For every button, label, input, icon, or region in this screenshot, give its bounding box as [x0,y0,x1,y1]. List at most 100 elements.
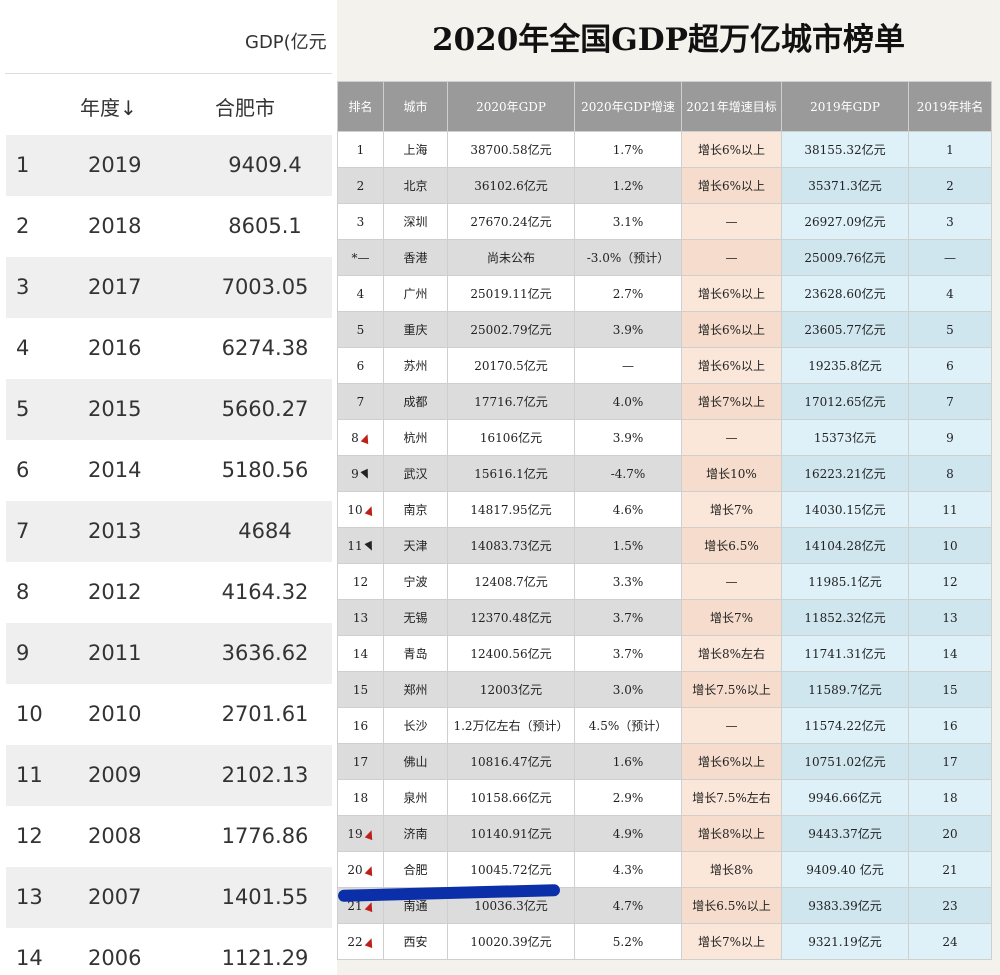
gdp2020-cell: 10158.66亿元 [447,779,575,816]
rank-cell: 11 [337,527,384,564]
growth2020-cell: 4.9% [574,815,682,852]
rank-cell: 18 [337,779,384,816]
growth2020-cell: 3.9% [574,311,682,348]
year-row: 6 2014 5180.56 [6,440,332,501]
target2021-text: 增长7% [709,503,754,517]
rank-cell: 22 [337,923,384,960]
growth2020-text: 4.3% [612,862,644,877]
city-text: 泉州 [403,791,428,805]
year-cell: 2019 [88,153,142,177]
rank-text: 11 [347,538,363,553]
rank2019-text: 2 [946,178,954,193]
rank2019-text: 20 [942,826,958,841]
rank-text: 17 [352,754,369,769]
gdp2020-cell: 27670.24亿元 [447,203,575,240]
target2021-cell: 增长6%以上 [681,311,782,348]
city-cell: 重庆 [383,311,448,348]
growth2020-text: 3.9% [612,322,644,337]
growth2020-text: 3.7% [612,610,644,625]
table-row: 11 天津 14083.73亿元 1.5% 增长6.5% 14104.28亿元 10 [337,527,992,564]
gdp2020-cell: 25019.11亿元 [447,275,575,312]
target2021-text: 增长6%以上 [697,323,766,337]
gdp2020-text: 12408.7亿元 [474,575,548,589]
rank2019-cell: 18 [908,779,992,816]
rank-text: 1 [356,142,365,157]
gdp2019-cell: 11589.7亿元 [781,671,909,708]
gdp2019-text: 35371.3亿元 [808,179,882,193]
target2021-text: 增长7.5%左右 [692,791,771,805]
gdp2020-text: 38700.58亿元 [470,143,552,157]
gdp2019-text: 19235.8亿元 [808,359,882,373]
city-text: 杭州 [403,431,428,445]
target2021-cell: 增长7%以上 [681,383,782,420]
growth2020-text: 3.1% [612,214,644,229]
city-text: 成都 [403,395,428,409]
table-row: 4 广州 25019.11亿元 2.7% 增长6%以上 23628.60亿元 4 [337,275,992,312]
growth2020-cell: 2.7% [574,275,682,312]
year-row: 10 2010 2701.61 [6,684,332,745]
gdp2019-text: 11589.7亿元 [808,683,882,697]
rank2019-cell: 13 [908,599,992,636]
city-cell: 郑州 [383,671,448,708]
year-column-header[interactable]: 年度↓ [80,96,137,120]
growth2020-cell: 1.7% [574,131,682,168]
rank2019-text: 15 [942,682,958,697]
rank-down-arrow-icon [360,468,372,480]
gdp2019-cell: 9946.66亿元 [781,779,909,816]
city-cell: 北京 [383,167,448,204]
rank2019-cell: 17 [908,743,992,780]
gdp2020-text: 20170.5亿元 [474,359,548,373]
city-text: 天津 [403,539,428,553]
rank-down-arrow-icon [364,540,376,552]
year-row: 3 2017 7003.05 [6,257,332,318]
rank-cell: 7 [337,383,384,420]
gdp2019-cell: 19235.8亿元 [781,347,909,384]
rank-cell: 3 [337,203,384,240]
rank2019-text: 14 [942,646,958,661]
growth2020-cell: 1.6% [574,743,682,780]
year-cell: 2011 [88,641,142,665]
growth2020-text: — [622,358,634,373]
year-row: 4 2016 6274.38 [6,318,332,379]
table-row: 15 郑州 12003亿元 3.0% 增长7.5%以上 11589.7亿元 15 [337,671,992,708]
rank-cell: *— [337,239,384,276]
table-row: 12 宁波 12408.7亿元 3.3% — 11985.1亿元 12 [337,563,992,600]
city-text: 北京 [403,179,428,193]
gdp-value-cell: 6274.38 [221,336,309,360]
gdp2020-cell: 10020.39亿元 [447,923,575,960]
table-row: 22 西安 10020.39亿元 5.2% 增长7%以上 9321.19亿元 24 [337,923,992,960]
gdp2019-cell: 38155.32亿元 [781,131,909,168]
year-row: 5 2015 5660.27 [6,379,332,440]
rank-cell: 12 [337,563,384,600]
city-column-header: 合肥市 [215,96,275,120]
table-row: 18 泉州 10158.66亿元 2.9% 增长7.5%左右 9946.66亿元 18 [337,779,992,816]
city-cell: 济南 [383,815,448,852]
growth2020-cell: 3.9% [574,419,682,456]
gdp-value-cell: 1121.29 [221,946,309,970]
rank2019-text: 21 [942,862,958,877]
city-text: 广州 [403,287,428,301]
city-cell: 宁波 [383,563,448,600]
rank2019-cell: 5 [908,311,992,348]
table-row: 1 上海 38700.58亿元 1.7% 增长6%以上 38155.32亿元 1 [337,131,992,168]
gdp2019-text: 14104.28亿元 [804,539,886,553]
unit-header: GDP(亿元 [245,32,327,53]
target2021-text: 增长8%以上 [697,827,766,841]
gdp2020-text: 10045.72亿元 [470,863,552,877]
gdp2019-text: 14030.15亿元 [804,503,886,517]
city-text: 南通 [403,899,428,913]
row-index: 14 [16,946,43,970]
table-row: 16 长沙 1.2万亿左右（预计） 4.5%（预计） — 11574.22亿元 16 [337,707,992,744]
growth2020-cell: 5.2% [574,923,682,960]
target2021-cell: 增长6%以上 [681,275,782,312]
rank2019-cell: 20 [908,815,992,852]
table-row: 20 合肥 10045.72亿元 4.3% 增长8% 9409.40 亿元 21 [337,851,992,888]
gdp2020-cell: 17716.7亿元 [447,383,575,420]
gdp-value-cell: 4164.32 [221,580,309,604]
growth2020-cell: 2.9% [574,779,682,816]
rank-cell: 10 [337,491,384,528]
rank2019-cell: 15 [908,671,992,708]
gdp2019-text: 38155.32亿元 [804,143,886,157]
gdp2020-text: 10816.47亿元 [470,755,552,769]
gdp2020-text: 10140.91亿元 [470,827,552,841]
